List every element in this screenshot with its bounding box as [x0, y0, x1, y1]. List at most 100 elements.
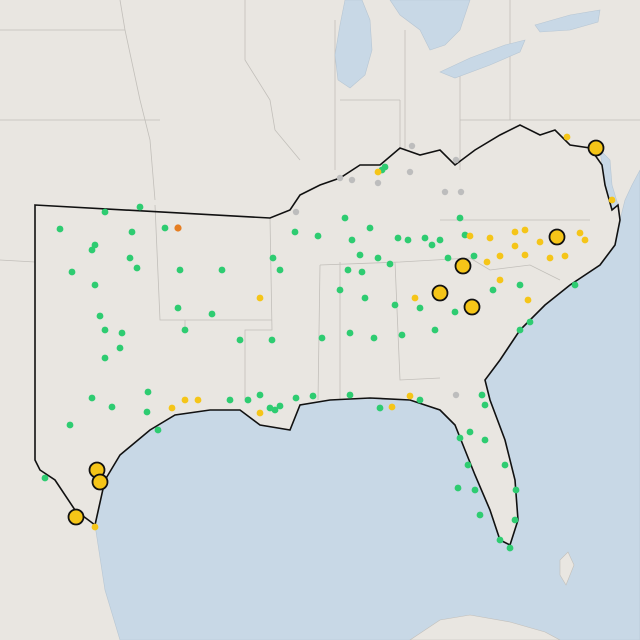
station-marker[interactable]	[521, 251, 529, 259]
station-marker[interactable]	[88, 246, 96, 254]
station-marker[interactable]	[516, 326, 524, 334]
station-marker[interactable]	[374, 254, 382, 262]
station-marker[interactable]	[91, 523, 99, 531]
station-marker[interactable]	[268, 336, 276, 344]
station-marker[interactable]	[454, 484, 462, 492]
station-marker[interactable]	[470, 252, 478, 260]
station-marker[interactable]	[244, 396, 252, 404]
station-marker[interactable]	[464, 461, 472, 469]
station-marker[interactable]	[341, 214, 349, 222]
station-marker-large[interactable]	[454, 257, 472, 275]
station-marker[interactable]	[511, 228, 519, 236]
station-marker[interactable]	[348, 236, 356, 244]
station-marker[interactable]	[88, 394, 96, 402]
station-marker[interactable]	[101, 208, 109, 216]
station-marker-large[interactable]	[67, 508, 85, 526]
station-marker-large[interactable]	[587, 139, 605, 157]
station-marker[interactable]	[108, 403, 116, 411]
station-marker[interactable]	[236, 336, 244, 344]
station-marker[interactable]	[563, 133, 571, 141]
station-marker[interactable]	[481, 436, 489, 444]
station-marker[interactable]	[476, 511, 484, 519]
station-marker[interactable]	[269, 254, 277, 262]
station-marker[interactable]	[452, 391, 460, 399]
station-marker[interactable]	[358, 268, 366, 276]
station-marker[interactable]	[101, 326, 109, 334]
station-marker[interactable]	[526, 318, 534, 326]
station-marker[interactable]	[546, 254, 554, 262]
station-marker[interactable]	[408, 142, 416, 150]
station-marker[interactable]	[431, 326, 439, 334]
station-marker[interactable]	[496, 536, 504, 544]
station-marker[interactable]	[561, 252, 569, 260]
station-marker[interactable]	[466, 428, 474, 436]
station-marker[interactable]	[483, 258, 491, 266]
station-marker[interactable]	[471, 486, 479, 494]
station-marker[interactable]	[56, 225, 64, 233]
station-marker[interactable]	[101, 354, 109, 362]
station-marker[interactable]	[133, 264, 141, 272]
station-marker[interactable]	[41, 474, 49, 482]
station-marker[interactable]	[161, 224, 169, 232]
station-marker[interactable]	[292, 208, 300, 216]
station-marker-large[interactable]	[463, 298, 481, 316]
station-marker[interactable]	[126, 254, 134, 262]
station-marker[interactable]	[96, 312, 104, 320]
station-marker[interactable]	[309, 392, 317, 400]
station-marker[interactable]	[154, 426, 162, 434]
station-marker[interactable]	[536, 238, 544, 246]
station-marker[interactable]	[486, 234, 494, 242]
station-marker[interactable]	[356, 251, 364, 259]
station-marker[interactable]	[391, 301, 399, 309]
station-marker[interactable]	[336, 286, 344, 294]
station-marker[interactable]	[276, 266, 284, 274]
station-marker[interactable]	[68, 268, 76, 276]
station-marker[interactable]	[436, 236, 444, 244]
station-marker[interactable]	[174, 224, 182, 232]
station-marker[interactable]	[406, 168, 414, 176]
station-marker[interactable]	[388, 403, 396, 411]
station-marker[interactable]	[421, 234, 429, 242]
station-marker[interactable]	[291, 228, 299, 236]
station-marker[interactable]	[441, 188, 449, 196]
station-marker[interactable]	[344, 266, 352, 274]
station-marker[interactable]	[318, 334, 326, 342]
station-marker[interactable]	[456, 434, 464, 442]
station-marker[interactable]	[176, 266, 184, 274]
station-marker[interactable]	[66, 421, 74, 429]
station-marker[interactable]	[376, 404, 384, 412]
station-marker[interactable]	[516, 281, 524, 289]
station-marker[interactable]	[168, 404, 176, 412]
station-marker[interactable]	[411, 294, 419, 302]
station-marker[interactable]	[128, 228, 136, 236]
station-marker[interactable]	[512, 486, 520, 494]
station-marker[interactable]	[361, 294, 369, 302]
station-marker-large[interactable]	[91, 473, 109, 491]
station-marker[interactable]	[394, 234, 402, 242]
station-marker[interactable]	[398, 331, 406, 339]
station-marker[interactable]	[271, 406, 279, 414]
station-marker[interactable]	[481, 401, 489, 409]
station-marker[interactable]	[386, 260, 394, 268]
station-marker[interactable]	[348, 176, 356, 184]
station-marker[interactable]	[314, 232, 322, 240]
station-marker[interactable]	[576, 229, 584, 237]
station-marker[interactable]	[478, 391, 486, 399]
station-marker[interactable]	[144, 388, 152, 396]
station-marker[interactable]	[91, 281, 99, 289]
station-marker[interactable]	[374, 179, 382, 187]
station-marker[interactable]	[506, 544, 514, 552]
station-marker[interactable]	[136, 203, 144, 211]
station-marker[interactable]	[116, 344, 124, 352]
station-marker[interactable]	[91, 241, 99, 249]
station-marker[interactable]	[208, 310, 216, 318]
station-marker[interactable]	[143, 408, 151, 416]
station-marker-large[interactable]	[548, 228, 566, 246]
station-marker[interactable]	[336, 174, 344, 182]
station-marker[interactable]	[226, 396, 234, 404]
station-marker[interactable]	[457, 188, 465, 196]
station-marker[interactable]	[521, 226, 529, 234]
station-marker[interactable]	[466, 232, 474, 240]
station-marker[interactable]	[256, 409, 264, 417]
station-marker[interactable]	[370, 334, 378, 342]
